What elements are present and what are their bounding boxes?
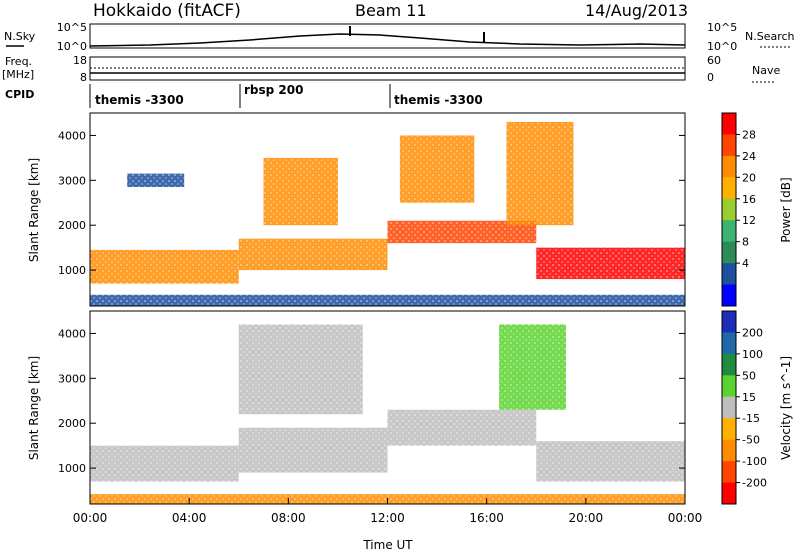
freq-tick-left-top: 18 (73, 54, 87, 67)
nave-label: Nave (752, 64, 780, 77)
colorbar-segment (722, 461, 736, 484)
colorbar-tick-label: 200 (742, 326, 763, 339)
colorbar-segment (722, 220, 736, 243)
colorbar-tick-label: -50 (742, 434, 760, 447)
y-tick-label: 4000 (58, 327, 86, 340)
velocity-y-ticks: 1000 2000 3000 4000 (58, 327, 685, 475)
power-y-ticks: 1000 2000 3000 4000 (58, 129, 685, 277)
colorbar-tick-label: 12 (742, 214, 756, 227)
colorbar-tick-label: 4 (742, 257, 749, 270)
freq-unit-label: [MHz] (2, 68, 34, 81)
freq-tick-left-bottom: 8 (80, 71, 87, 84)
x-tick-label: 20:00 (569, 511, 604, 525)
y-tick-label: 2000 (58, 417, 86, 430)
freq-label: Freq. (5, 55, 32, 68)
power-texture (90, 113, 685, 306)
x-tick-label: 08:00 (271, 511, 306, 525)
colorbar-tick-label: 20 (742, 171, 756, 184)
x-tick-label: 00:00 (668, 511, 703, 525)
velocity-panel: 1000 2000 3000 4000 00:00 04:00 08:00 12:00 16:… (27, 310, 703, 552)
nsearch-label: N.Search (745, 30, 795, 43)
cpid-segment-1: themis -3300 (95, 93, 184, 107)
x-axis-label: Time UT (362, 538, 413, 552)
y-tick-label: 3000 (58, 372, 86, 385)
colorbar-segment (722, 284, 736, 307)
freq-tick-right-bottom: 0 (707, 71, 714, 84)
power-panel: 1000 2000 3000 4000 Slant Range [km] (27, 112, 686, 307)
colorbar-segment (722, 198, 736, 221)
x-tick-label: 12:00 (370, 511, 405, 525)
nsky-label: N.Sky (4, 30, 36, 43)
velocity-y-label: Slant Range [km] (27, 356, 41, 460)
y-tick-label: 1000 (58, 264, 86, 277)
colorbar-segment (722, 155, 736, 178)
power-colorbar: 28 24 20 16 12 8 4 (721, 112, 756, 307)
y-tick-label: 2000 (58, 219, 86, 232)
cpid-segment-3: themis -3300 (394, 93, 483, 107)
noise-sky-line (89, 33, 686, 47)
noise-panel-frame (89, 23, 686, 49)
colorbar-segment (722, 353, 736, 376)
velocity-texture (90, 311, 685, 504)
noise-tick-right-top: 10^5 (707, 21, 737, 34)
y-tick-label: 3000 (58, 174, 86, 187)
colorbar-segment (722, 439, 736, 462)
colorbar-frame (721, 112, 737, 307)
colorbar-tick-label: -15 (742, 412, 760, 425)
colorbar-segment (722, 332, 736, 355)
colorbar-frame (721, 310, 737, 505)
colorbar-segment (722, 113, 736, 135)
colorbar-tick-label: 8 (742, 236, 749, 249)
power-colorbar-label: Power [dB] (779, 177, 793, 242)
colorbar-segment (722, 134, 736, 157)
x-tick-label: 04:00 (172, 511, 207, 525)
colorbar-segment (722, 241, 736, 264)
colorbar-tick-label: -100 (742, 455, 767, 468)
noise-tick-left-bottom: 10^0 (57, 40, 87, 53)
noise-tick-left-top: 10^5 (57, 21, 87, 34)
y-tick-label: 1000 (58, 462, 86, 475)
colorbar-tick-label: 28 (742, 128, 756, 141)
colorbar-tick-label: 15 (742, 391, 756, 404)
colorbar-tick-label: 50 (742, 369, 756, 382)
colorbar-segment (722, 396, 736, 419)
noise-tick-right-bottom: 10^0 (707, 40, 737, 53)
y-tick-label: 4000 (58, 129, 86, 142)
x-tick-label: 16:00 (469, 511, 504, 525)
x-tick-label: 00:00 (73, 511, 108, 525)
colorbar-tick-label: 16 (742, 193, 756, 206)
colorbar-tick-label: -200 (742, 477, 767, 490)
cpid-label: CPID (5, 88, 34, 101)
colorbar-segment (722, 375, 736, 398)
colorbar-segment (722, 418, 736, 441)
velocity-x-ticks: 00:00 04:00 08:00 12:00 16:00 20:00 00:00 (73, 498, 703, 525)
colorbar-tick-label: 100 (742, 348, 763, 361)
colorbar-segment (722, 482, 736, 505)
date-title: 14/Aug/2013 (585, 1, 688, 20)
colorbar-segment (722, 177, 736, 200)
velocity-colorbar-label: Velocity [m s^-1] (779, 356, 793, 460)
colorbar-segment (722, 263, 736, 286)
station-title: Hokkaido (fitACF) (93, 1, 241, 21)
colorbar-segment (722, 311, 736, 333)
power-y-label: Slant Range [km] (27, 158, 41, 262)
power-panel-frame (89, 112, 686, 307)
freq-tick-right-top: 60 (707, 54, 721, 67)
velocity-colorbar: 200 100 50 15 -15 -50 -100 -200 (721, 310, 767, 505)
beam-title: Beam 11 (355, 1, 427, 20)
cpid-segment-2: rbsp 200 (244, 83, 303, 97)
colorbar-tick-label: 24 (742, 150, 756, 163)
